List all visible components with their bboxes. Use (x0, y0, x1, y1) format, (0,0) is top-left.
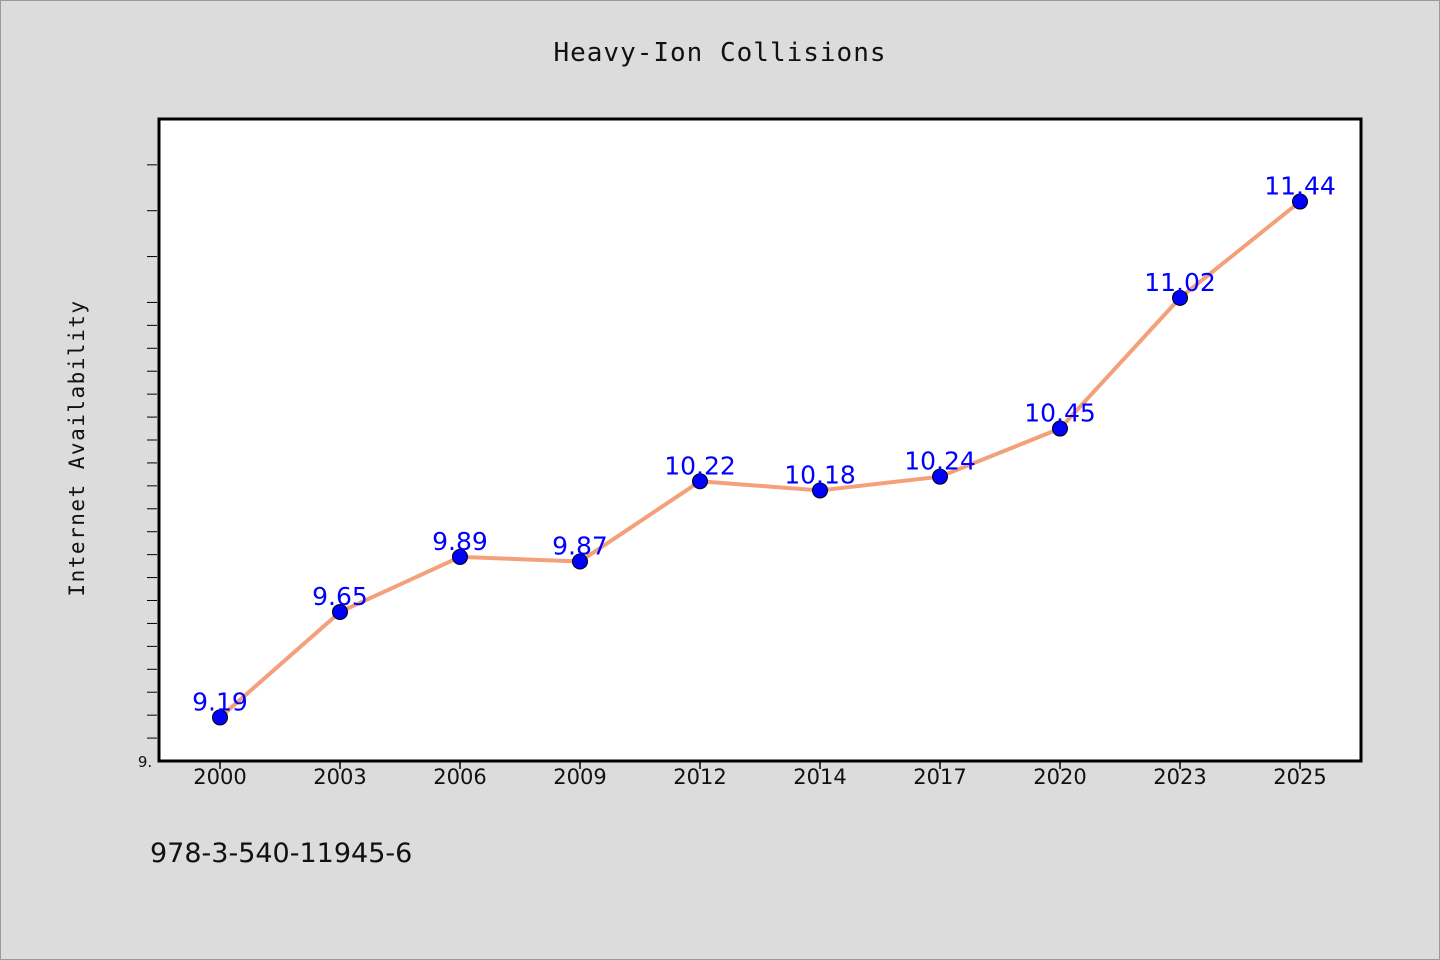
x-tick-label: 2025 (1273, 765, 1326, 789)
data-point-marker (332, 603, 348, 620)
data-labels: 9.19 9.65 9.89 9.87 10.22 10.18 10.24 10.45 11.0… (192, 172, 1336, 717)
x-tick-label: 2023 (1153, 765, 1206, 789)
data-label: 10.45 (1024, 399, 1096, 428)
y-tick-label: 9. (138, 753, 152, 771)
x-tick-label: 2020 (1033, 765, 1086, 789)
data-point-marker (212, 709, 228, 726)
series-line (218, 199, 1302, 719)
data-point-marker (572, 553, 588, 570)
data-point-marker (1172, 289, 1188, 306)
x-tick-label: 2000 (193, 765, 246, 789)
chart-title: Heavy-Ion Collisions (553, 38, 886, 68)
data-label: 9.89 (432, 527, 488, 556)
data-point-marker (1052, 420, 1068, 437)
x-tick-label: 2003 (313, 765, 366, 789)
data-label: 10.24 (904, 447, 976, 476)
data-label: 9.65 (312, 582, 368, 611)
x-axis-ticks: 2000 2003 2006 2009 2012 2014 2017 2020 2023 2025 (193, 761, 1327, 789)
footer-isbn: 978-3-540-11945-6 (150, 838, 412, 869)
data-point-marker (452, 548, 468, 565)
data-label: 10.18 (784, 460, 856, 489)
data-point-marker (1292, 193, 1308, 210)
data-label: 11.02 (1144, 268, 1216, 297)
x-tick-label: 2009 (553, 765, 606, 789)
x-tick-label: 2006 (433, 765, 486, 789)
x-tick-label: 2017 (913, 765, 966, 789)
data-markers (212, 193, 1308, 726)
plot-area (157, 117, 1363, 763)
x-tick-label: 2012 (673, 765, 726, 789)
data-label: 9.19 (192, 687, 248, 716)
data-label: 11.44 (1264, 172, 1336, 201)
data-point-marker (932, 468, 948, 485)
data-point-marker (692, 473, 708, 490)
data-label: 9.87 (552, 532, 608, 561)
y-axis-minor-ticks (147, 164, 157, 739)
data-point-marker (812, 482, 828, 499)
data-label: 10.22 (664, 451, 736, 480)
y-axis-label: Internet Availability (65, 299, 89, 596)
x-tick-label: 2014 (793, 765, 846, 789)
